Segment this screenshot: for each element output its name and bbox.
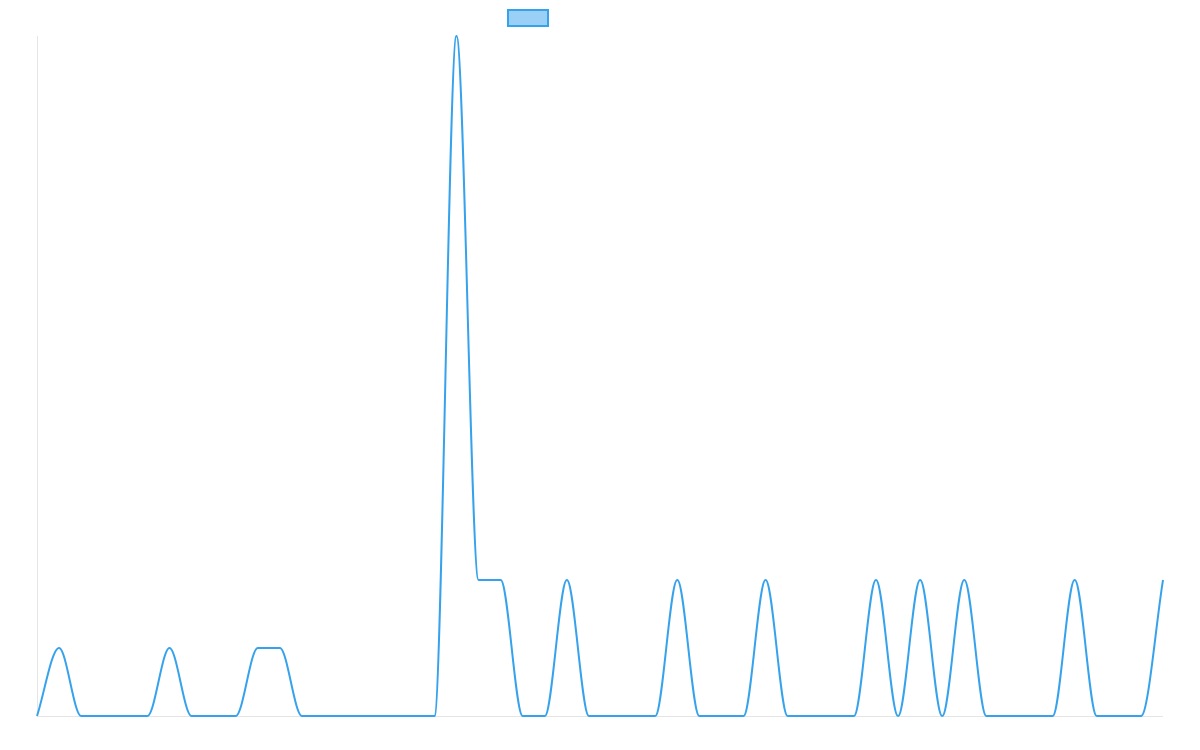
legend-swatch[interactable]: [507, 9, 549, 27]
legend[interactable]: [507, 9, 549, 27]
series-line: [36, 35, 1164, 717]
